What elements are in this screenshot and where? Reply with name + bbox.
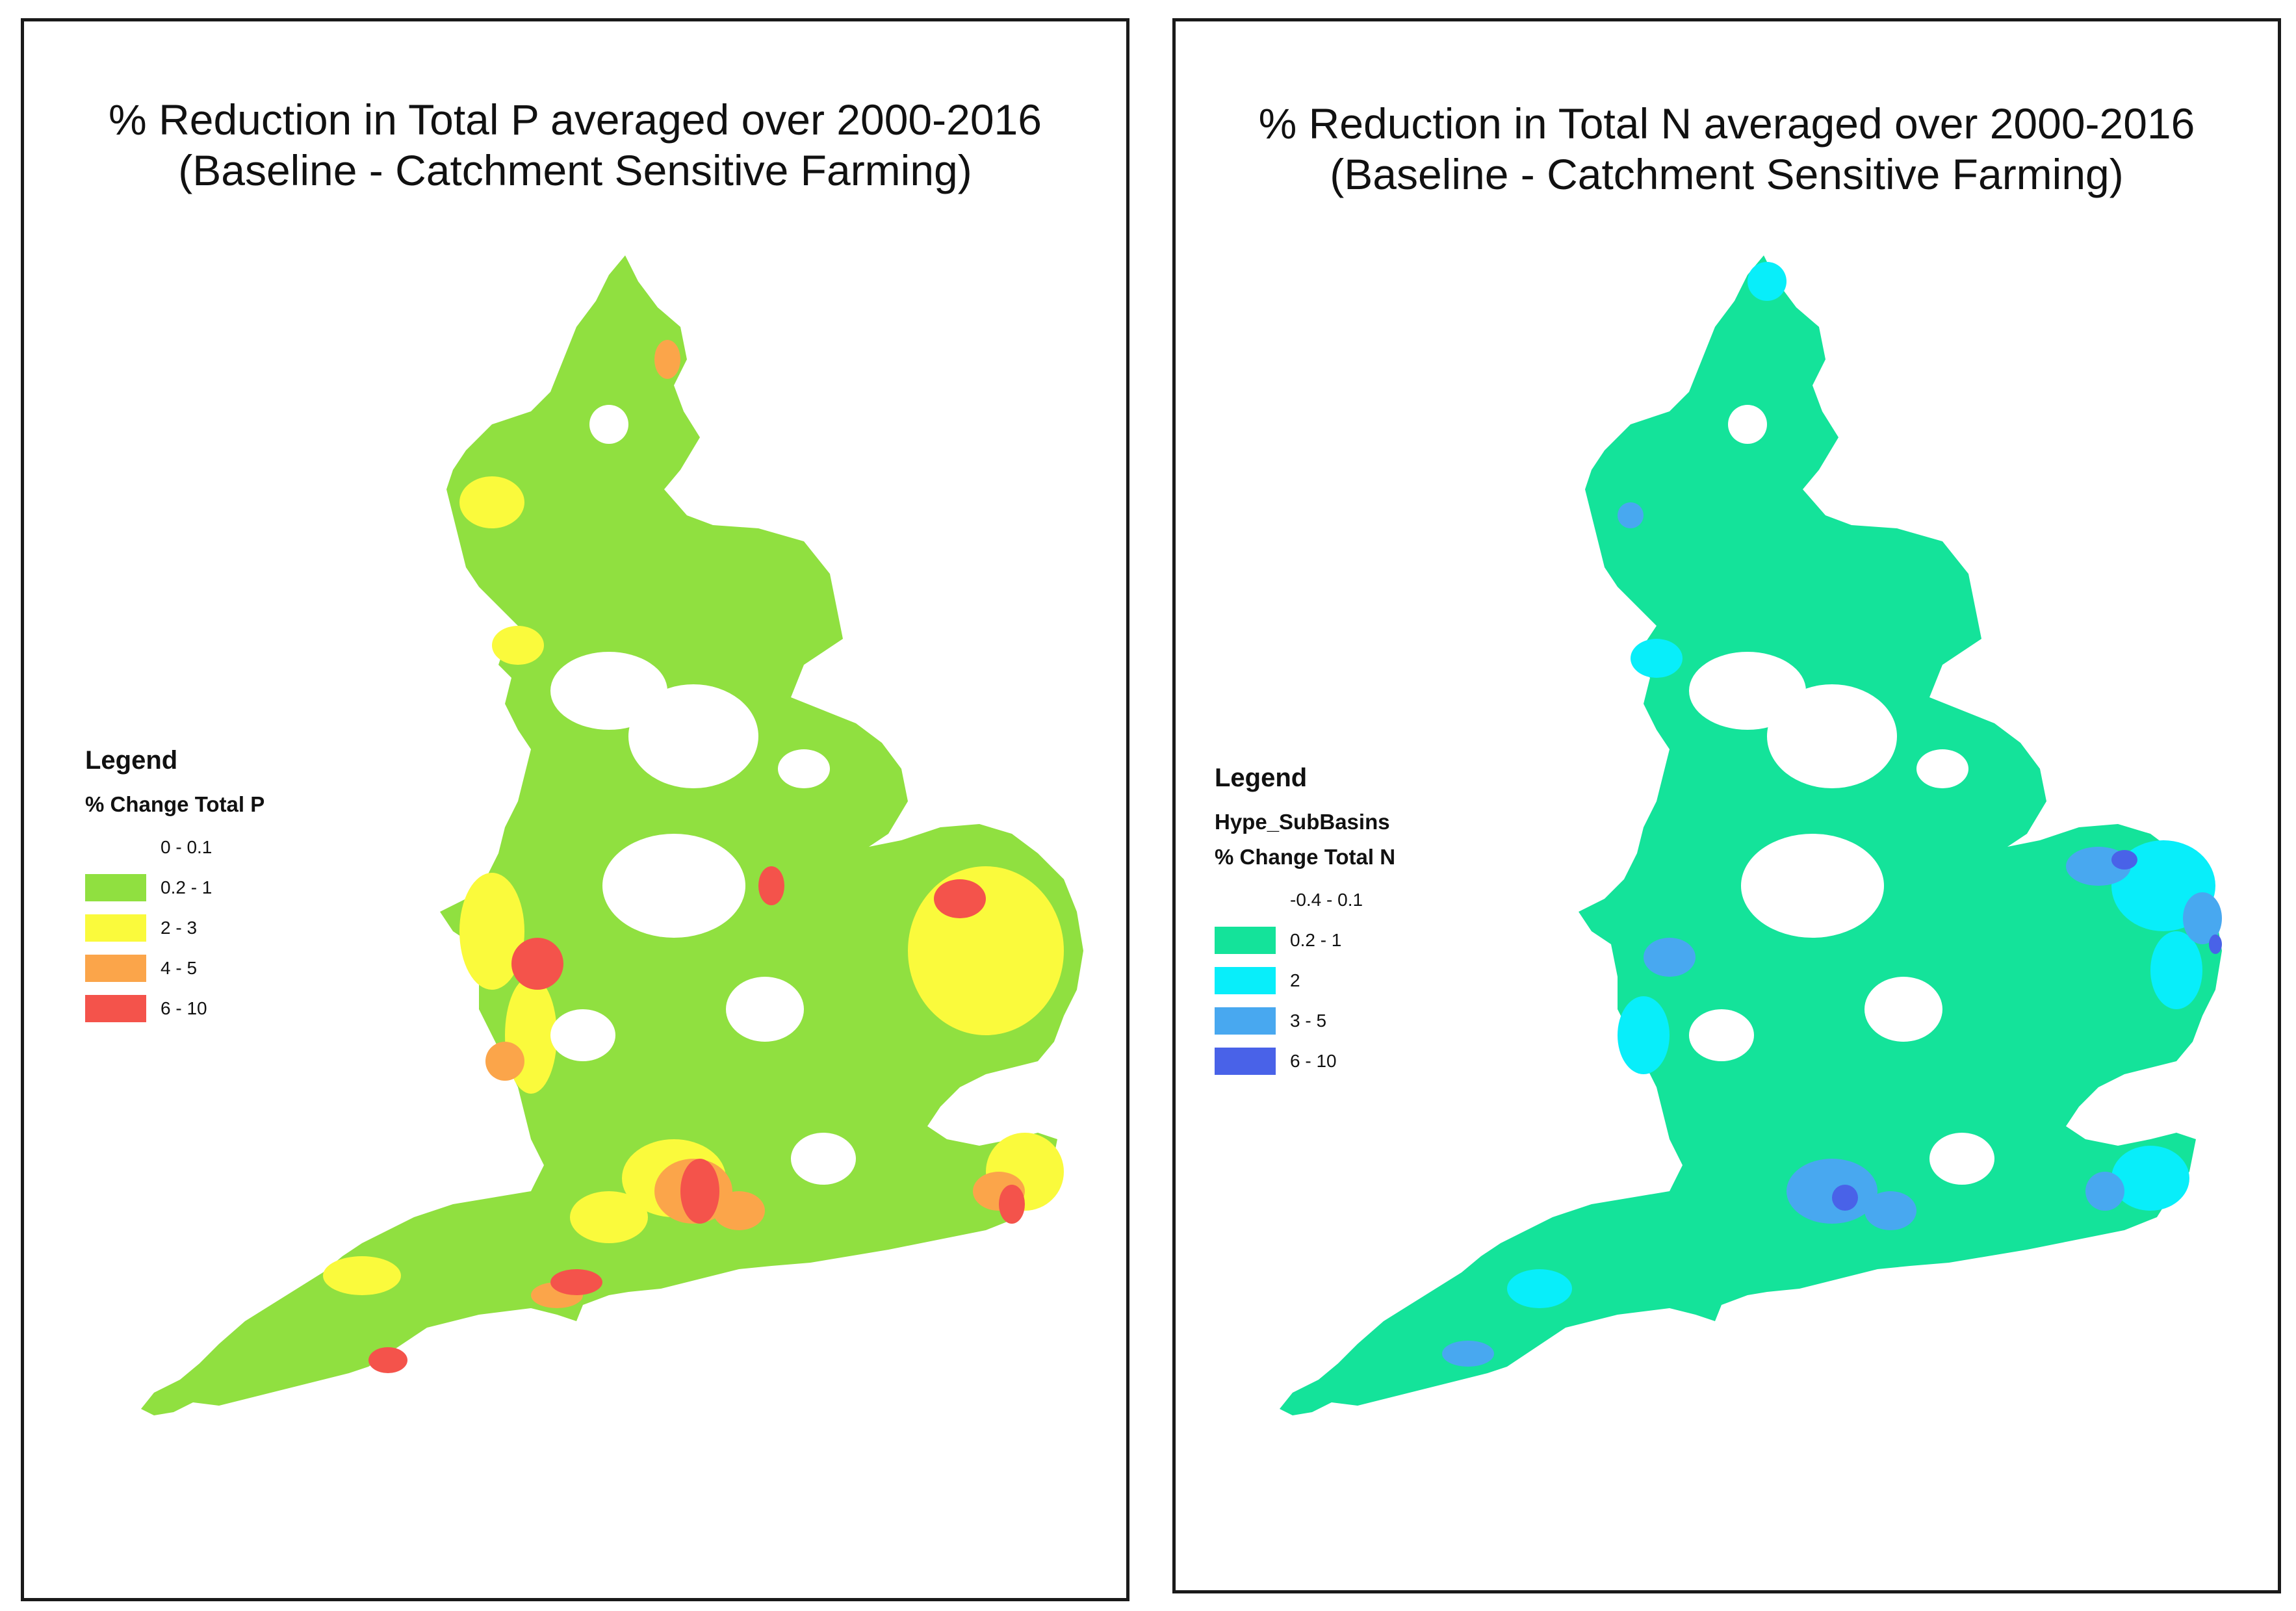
title-line-2: (Baseline - Catchment Sensitive Farming) bbox=[178, 146, 972, 194]
legend-swatch bbox=[1215, 1048, 1276, 1075]
legend-row-neg0.4-0.1: -0.4 - 0.1 bbox=[1215, 880, 1395, 920]
legend-class-label: 6 - 10 bbox=[161, 998, 207, 1018]
england-map-total-n bbox=[1280, 255, 2222, 1415]
legend-swatch bbox=[1215, 967, 1276, 994]
legend-swatch bbox=[85, 874, 146, 901]
legend-row-0.2-1: 0.2 - 1 bbox=[1215, 920, 1395, 960]
legend-total-p: Legend % Change Total P 0 - 0.1 0.2 - 1 … bbox=[85, 746, 264, 1029]
legend-class-label: 0 - 0.1 bbox=[161, 837, 213, 857]
title-line-1: % Reduction in Total P averaged over 200… bbox=[109, 96, 1042, 144]
legend-layer-label: Hype_SubBasins bbox=[1215, 810, 1390, 834]
legend-class-label: 6 - 10 bbox=[1290, 1051, 1337, 1071]
legend-row-2: 2 bbox=[1215, 960, 1395, 1001]
legend-class-label: 0.2 - 1 bbox=[1290, 930, 1342, 950]
legend-class-label: 2 - 3 bbox=[161, 918, 198, 938]
title-line-2: (Baseline - Catchment Sensitive Farming) bbox=[1330, 150, 2124, 198]
legend-swatch bbox=[1215, 927, 1276, 954]
legend-row-0-0.1: 0 - 0.1 bbox=[85, 827, 264, 868]
legend-class-label: 0.2 - 1 bbox=[161, 877, 213, 897]
legend-heading: Legend bbox=[85, 746, 178, 775]
legend-swatch bbox=[85, 955, 146, 982]
legend-heading: Legend bbox=[1215, 764, 1308, 792]
legend-swatch bbox=[85, 914, 146, 942]
legend-class-label: 4 - 5 bbox=[161, 958, 198, 978]
legend-class-label: -0.4 - 0.1 bbox=[1290, 890, 1363, 910]
legend-field-label: % Change Total P bbox=[85, 792, 265, 816]
legend-class-label: 3 - 5 bbox=[1290, 1011, 1327, 1031]
legend-swatch bbox=[85, 995, 146, 1022]
legend-class-label: 2 bbox=[1290, 970, 1300, 990]
england-map-total-p bbox=[141, 255, 1083, 1415]
legend-row-4-5: 4 - 5 bbox=[85, 948, 264, 988]
legend-row-6-10: 6 - 10 bbox=[1215, 1041, 1395, 1081]
legend-total-n: Legend Hype_SubBasins % Change Total N -… bbox=[1215, 764, 1395, 1081]
legend-row-6-10: 6 - 10 bbox=[85, 988, 264, 1029]
legend-swatch bbox=[1215, 886, 1276, 914]
title-line-1: % Reduction in Total N averaged over 200… bbox=[1258, 99, 2195, 148]
legend-swatch bbox=[1215, 1007, 1276, 1035]
legend-swatch bbox=[85, 834, 146, 861]
map-title-total-n: % Reduction in Total N averaged over 200… bbox=[1176, 98, 2278, 200]
legend-row-3-5: 3 - 5 bbox=[1215, 1001, 1395, 1041]
legend-field-label: % Change Total N bbox=[1215, 845, 1396, 869]
legend-row-2-3: 2 - 3 bbox=[85, 908, 264, 948]
map-panel-total-p: % Reduction in Total P averaged over 200… bbox=[21, 18, 1129, 1601]
map-title-total-p: % Reduction in Total P averaged over 200… bbox=[24, 94, 1126, 196]
legend-row-0.2-1: 0.2 - 1 bbox=[85, 868, 264, 908]
map-panel-total-n: % Reduction in Total N averaged over 200… bbox=[1172, 18, 2281, 1593]
